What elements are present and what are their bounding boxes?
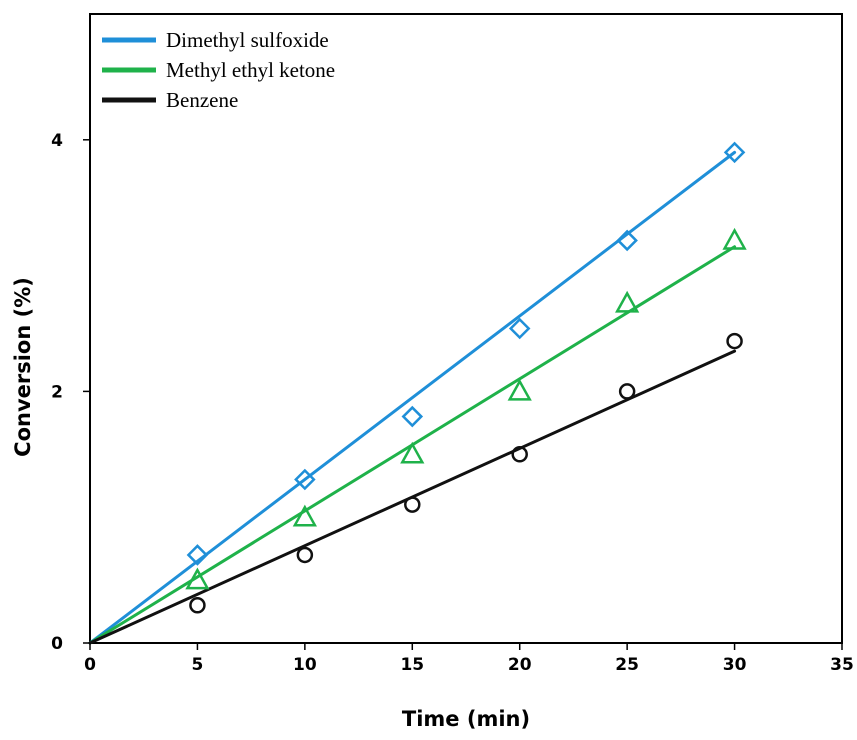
data-point-diamond <box>616 229 638 252</box>
y-tick-label: 4 <box>51 131 63 151</box>
fit-line <box>88 150 737 645</box>
data-point-triangle <box>400 441 425 464</box>
data-point-triangle <box>185 567 210 590</box>
x-tick-label: 35 <box>830 655 854 675</box>
data-point-diamond <box>401 405 424 428</box>
data-point-diamond <box>723 141 746 164</box>
data-point-diamond <box>186 544 209 566</box>
x-tick-label: 5 <box>192 655 204 675</box>
data-point-circle <box>296 546 314 564</box>
data-point-triangle <box>507 378 532 401</box>
data-point-triangle <box>292 504 317 527</box>
data-point-circle <box>511 446 528 463</box>
data-point-diamond <box>508 317 531 340</box>
x-tick-label: 10 <box>293 655 317 675</box>
x-tick-label: 15 <box>400 655 424 675</box>
data-point-triangle <box>615 290 640 313</box>
data-point-circle <box>618 383 636 400</box>
x-tick-label: 30 <box>723 655 747 675</box>
data-point-circle <box>404 496 421 513</box>
legend-label: Methyl ethyl ketone <box>166 58 335 82</box>
plot-frame <box>89 13 843 644</box>
x-tick-label: 25 <box>615 655 639 675</box>
legend-label: Benzene <box>166 88 238 112</box>
data-point-triangle <box>722 227 747 250</box>
data-point-diamond <box>294 468 316 491</box>
y-tick-label: 2 <box>51 382 63 402</box>
data-point-circle <box>726 332 743 350</box>
legend-label: Dimethyl sulfoxide <box>166 28 329 52</box>
y-axis-title: Conversion (%) <box>11 277 35 457</box>
x-tick-label: 20 <box>508 655 532 675</box>
y-tick-label: 0 <box>51 634 63 654</box>
x-tick-label: 0 <box>84 655 96 675</box>
x-axis-title: Time (min) <box>402 707 530 731</box>
data-point-circle <box>189 597 206 614</box>
